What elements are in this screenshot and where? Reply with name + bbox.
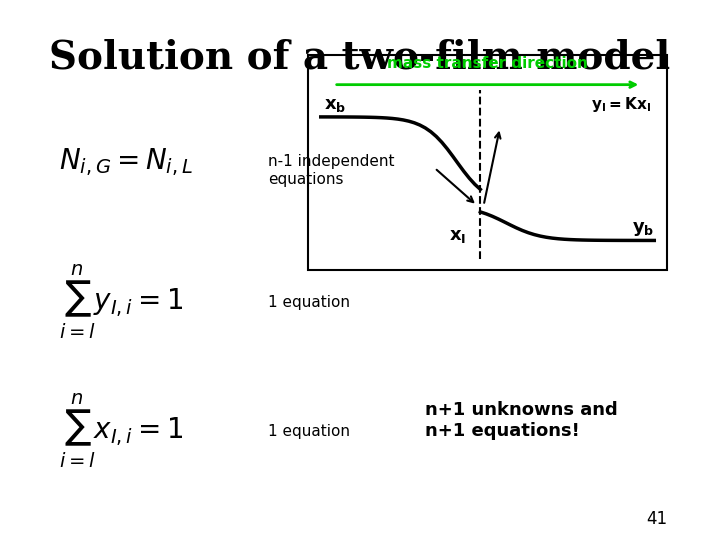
- Text: $\mathbf{y_I=Kx_I}$: $\mathbf{y_I=Kx_I}$: [591, 95, 651, 114]
- Text: $\mathbf{x_I}$: $\mathbf{x_I}$: [449, 227, 466, 245]
- Text: $\sum_{i=l}^{n} x_{I,i} = 1$: $\sum_{i=l}^{n} x_{I,i} = 1$: [59, 392, 183, 470]
- Text: $\mathbf{x_b}$: $\mathbf{x_b}$: [324, 96, 346, 114]
- Text: 41: 41: [647, 510, 667, 528]
- Text: 1 equation: 1 equation: [269, 295, 351, 310]
- Text: $N_{i,G} = N_{i,L}$: $N_{i,G} = N_{i,L}$: [59, 147, 193, 178]
- Text: mass transfer direction: mass transfer direction: [387, 56, 588, 71]
- Text: $\sum_{i=l}^{n} y_{I,i} = 1$: $\sum_{i=l}^{n} y_{I,i} = 1$: [59, 263, 183, 341]
- Text: 1 equation: 1 equation: [269, 424, 351, 438]
- Bar: [307, 55, 667, 270]
- Text: n+1 unknowns and
n+1 equations!: n+1 unknowns and n+1 equations!: [426, 401, 618, 440]
- Text: n-1 independent
equations: n-1 independent equations: [269, 154, 395, 187]
- Text: Solution of a two-film model: Solution of a two-film model: [50, 39, 670, 77]
- Text: $\mathbf{y_b}$: $\mathbf{y_b}$: [632, 220, 654, 238]
